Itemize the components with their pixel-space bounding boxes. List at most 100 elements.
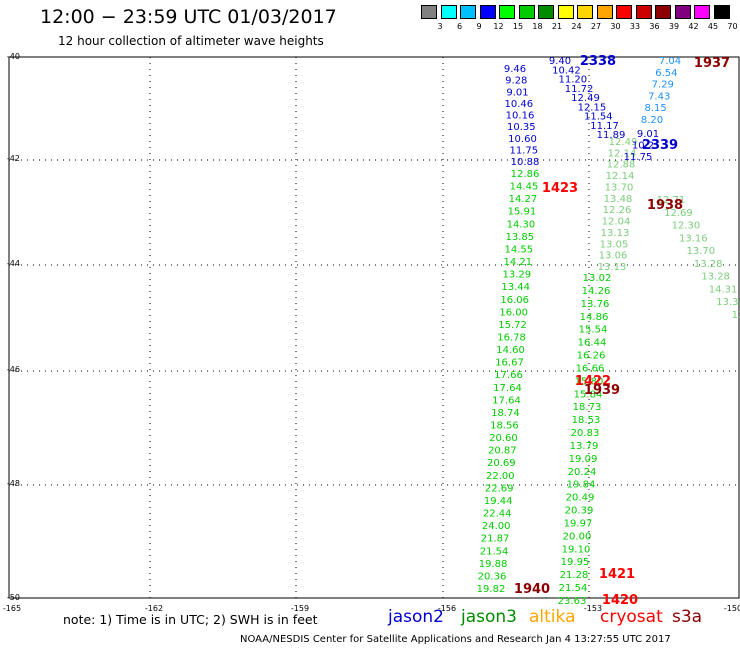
map-title: 12:00 − 23:59 UTC 01/03/2017	[40, 6, 337, 28]
lat-label: -48	[7, 479, 20, 488]
colorbar-swatch	[421, 5, 437, 19]
colorbar-swatch	[440, 5, 457, 19]
colorbar-tick: 6	[456, 22, 463, 31]
wave-height-value: 19.44	[484, 496, 513, 507]
wave-height-value: 12.14	[606, 171, 635, 182]
lon-label: -162	[145, 604, 163, 613]
colorbar-swatch	[713, 5, 730, 19]
wave-height-value: 16.06	[500, 295, 529, 306]
colorbar-swatch	[577, 5, 593, 19]
wave-height-value: 13.29	[502, 270, 531, 281]
wave-height-value: 22.00	[486, 471, 515, 482]
wave-height-value: 10.46	[504, 99, 533, 110]
wave-height-value: 12.26	[603, 205, 632, 216]
wave-height-value: 20.87	[488, 446, 517, 457]
wave-height-value: 7.04	[659, 56, 681, 67]
wave-height-value: 12.88	[607, 160, 636, 171]
wave-height-value: 14.27	[509, 194, 538, 205]
plot-frame	[8, 56, 740, 599]
lon-label: -165	[3, 604, 21, 613]
wave-height-value: 18.53	[572, 415, 601, 426]
wave-height-value: 16.66	[576, 363, 605, 374]
wave-height-value: 12.49	[571, 93, 600, 104]
colorbar-swatch	[635, 5, 652, 19]
pass-time-label: 1420	[602, 593, 638, 608]
wave-height-value: 9.40	[549, 56, 571, 67]
wave-height-value: 15.54	[579, 325, 608, 336]
wave-height-value: 11.54	[584, 112, 613, 123]
wave-height-value: 13.70	[605, 183, 634, 194]
colorbar-swatch	[694, 5, 710, 19]
wave-height-value: 11.75	[509, 145, 538, 156]
wave-height-value: 14.60	[496, 345, 525, 356]
wave-height-value: 12.15	[578, 102, 607, 113]
wave-height-value: 15.80	[575, 376, 604, 387]
wave-height-value: 17.64	[492, 395, 521, 406]
axis-labels: -165 -162 -159 -156 -153 -150 -40 -42 -44 -46 -48 -…	[3, 52, 740, 613]
lon-label: -159	[291, 604, 309, 613]
wave-height-value: 11.89	[597, 130, 626, 141]
graticule-grid	[9, 57, 739, 598]
wave-height-value: 13.28	[694, 259, 723, 270]
colorbar-swatch	[616, 5, 632, 19]
legend-altika: altika	[529, 607, 576, 627]
wave-height-value: 8.20	[641, 115, 663, 126]
colorbar-swatch	[479, 5, 496, 19]
colorbar-swatch	[538, 5, 554, 19]
pass-time-label: 1939	[584, 383, 620, 398]
wave-height-value: 23.63	[558, 596, 587, 607]
pass-time-label: 1422	[575, 374, 611, 389]
wave-height-value: 20.49	[566, 493, 595, 504]
lat-label: -40	[7, 52, 20, 61]
wave-height-value: 10.88	[511, 157, 540, 168]
wave-height-value: 14.31	[709, 284, 738, 295]
wave-height-value: 20.24	[568, 467, 597, 478]
wave-height-value: 20.00	[563, 531, 592, 542]
lat-label: -44	[7, 259, 20, 268]
colorbar-tick: 9	[476, 22, 482, 31]
wave-height-value: 9.28	[505, 76, 527, 87]
wave-height-value: 14.45	[510, 182, 539, 193]
wave-height-value: 21.28	[560, 570, 589, 581]
wave-height-value: 6.54	[655, 68, 677, 79]
legend-cryosat: cryosat	[600, 607, 663, 627]
wave-height-value: 13.16	[679, 233, 708, 244]
wave-height-value: 13.85	[505, 232, 534, 243]
footer-credit: NOAA/NESDIS Center for Satellite Applica…	[240, 634, 671, 645]
wave-height-value: 16.67	[495, 358, 524, 369]
wave-height-value: 12.71	[657, 195, 686, 206]
colorbar-tick: 24	[571, 22, 582, 31]
colorbar-swatch	[596, 5, 613, 19]
wave-height-value: 19.82	[477, 584, 506, 595]
lon-label: -150	[724, 604, 740, 613]
wave-height-value: 9.46	[504, 64, 526, 75]
wave-height-value: 7.43	[648, 91, 670, 102]
wave-height-value: 19.88	[479, 559, 508, 570]
wave-height-value: 18.74	[491, 408, 520, 419]
colorbar-tick: 33	[629, 22, 641, 31]
colorbar-tick: 18	[532, 22, 543, 31]
colorbar-tick: 15	[512, 22, 524, 31]
wave-height-value: 12.69	[664, 208, 693, 219]
wave-height-value: 24.00	[482, 521, 511, 532]
wave-height-value: 14.26	[582, 286, 611, 297]
wave-height-value: 15.84	[574, 389, 603, 400]
colorbar-tick: 42	[688, 22, 699, 31]
wave-height-value: 11.20	[558, 75, 587, 86]
wave-height-value: 18.73	[573, 402, 602, 413]
legend-s3a: s3a	[672, 607, 703, 627]
wave-height-tracks: 9.469.289.0110.4610.1610.3510.6011.7510.…	[477, 56, 740, 607]
wave-height-value: 13.06	[599, 251, 628, 262]
wave-height-value: 14.21	[503, 257, 532, 268]
wave-height-value: 20.69	[487, 458, 516, 469]
colorbar-swatch	[518, 5, 535, 19]
pass-time-label: 1940	[514, 582, 550, 597]
pass-time-label: 1421	[599, 567, 635, 582]
wave-height-value: 13.48	[604, 194, 633, 205]
colorbar-swatch	[655, 5, 671, 19]
wave-height-value: 14.86	[580, 312, 609, 323]
colorbar-tick: 30	[610, 22, 621, 31]
pass-time-label: 1423	[542, 181, 578, 196]
wave-height-value: 15.72	[498, 320, 527, 331]
